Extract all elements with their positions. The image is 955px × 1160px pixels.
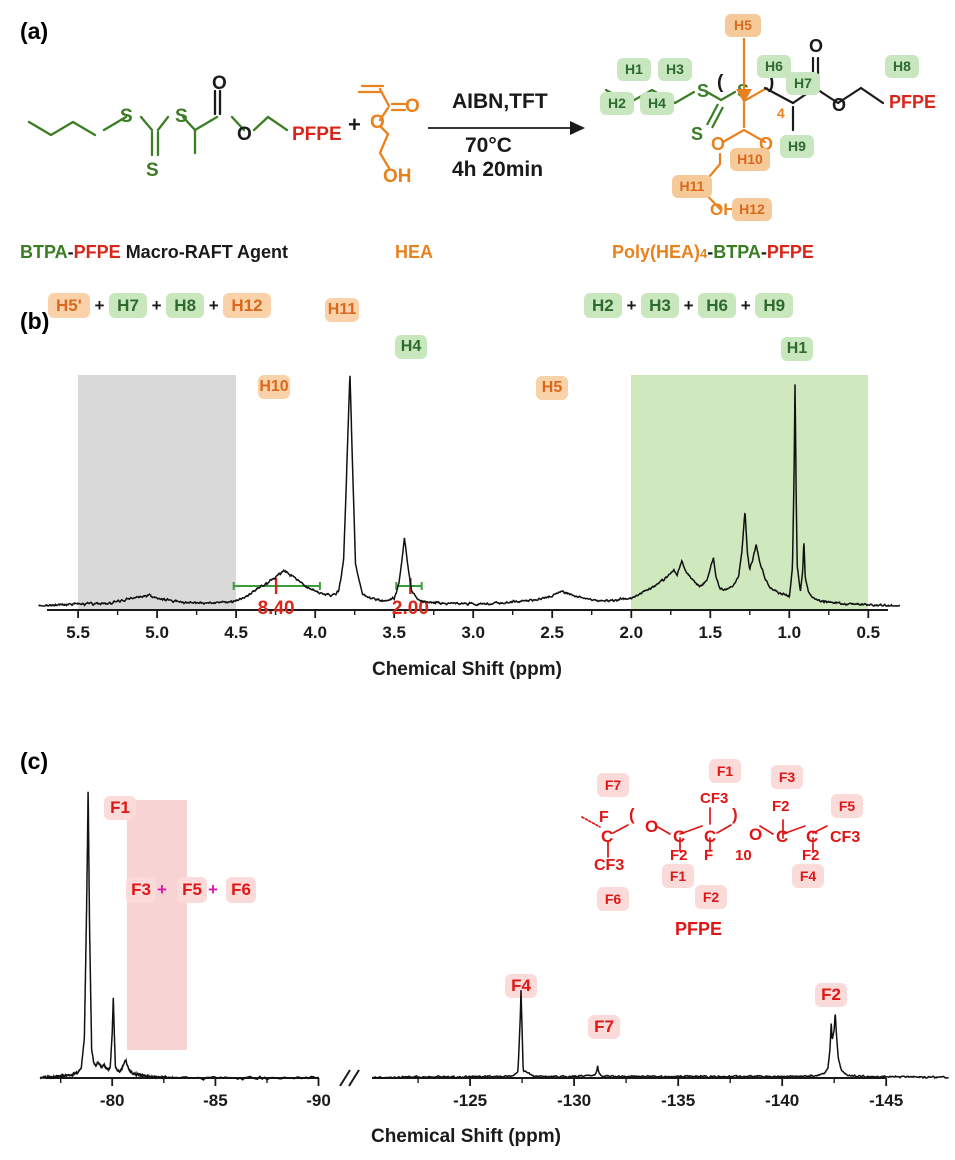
svg-text:-135: -135 xyxy=(661,1091,695,1110)
svg-text:0.5: 0.5 xyxy=(856,623,880,642)
svg-text:O: O xyxy=(405,96,420,117)
svg-text:3.5: 3.5 xyxy=(382,623,406,642)
svg-text:S: S xyxy=(691,124,703,144)
svg-text:4h 20min: 4h 20min xyxy=(452,158,543,181)
svg-text:5.0: 5.0 xyxy=(145,623,169,642)
svg-text:-140: -140 xyxy=(765,1091,799,1110)
svg-text:S: S xyxy=(120,106,133,127)
svg-text:4.0: 4.0 xyxy=(303,623,327,642)
svg-text:2.5: 2.5 xyxy=(540,623,564,642)
svg-text:O: O xyxy=(809,36,823,56)
svg-text:C: C xyxy=(601,827,613,846)
svg-text:C: C xyxy=(806,827,818,846)
svg-text:F2: F2 xyxy=(802,847,820,864)
svg-text:): ) xyxy=(732,805,738,824)
svg-text:C: C xyxy=(776,827,788,846)
svg-text:F2: F2 xyxy=(670,847,688,864)
svg-text:-130: -130 xyxy=(557,1091,591,1110)
svg-text:S: S xyxy=(175,106,188,127)
svg-text:1.0: 1.0 xyxy=(777,623,801,642)
svg-text:Chemical Shift (ppm): Chemical Shift (ppm) xyxy=(372,659,562,680)
svg-text:-90: -90 xyxy=(306,1091,331,1110)
svg-text:F: F xyxy=(599,809,609,826)
svg-text:O: O xyxy=(370,112,385,133)
svg-text:-125: -125 xyxy=(453,1091,487,1110)
svg-text:O: O xyxy=(237,124,252,145)
svg-text:O: O xyxy=(212,73,227,94)
svg-text:1.5: 1.5 xyxy=(698,623,722,642)
svg-text:F2: F2 xyxy=(772,798,790,815)
svg-text:CF3: CF3 xyxy=(594,857,624,874)
svg-text:O: O xyxy=(645,817,658,836)
svg-text:+: + xyxy=(348,112,361,137)
svg-text:C: C xyxy=(704,827,716,846)
svg-text:F: F xyxy=(704,847,713,864)
svg-text:PFPE: PFPE xyxy=(889,92,936,112)
svg-text:OH: OH xyxy=(383,166,412,187)
svg-text:O: O xyxy=(832,95,846,115)
svg-text:5.5: 5.5 xyxy=(66,623,90,642)
svg-text:PFPE: PFPE xyxy=(292,124,342,145)
svg-text:3.0: 3.0 xyxy=(461,623,485,642)
svg-text:O: O xyxy=(749,825,762,844)
svg-text:10: 10 xyxy=(735,847,752,864)
svg-text:S: S xyxy=(146,160,159,181)
svg-text:AIBN,TFT: AIBN,TFT xyxy=(452,90,548,113)
svg-text:C: C xyxy=(673,827,685,846)
svg-text:Chemical Shift (ppm): Chemical Shift (ppm) xyxy=(371,1126,561,1147)
svg-text:-80: -80 xyxy=(100,1091,125,1110)
svg-text:O: O xyxy=(711,134,725,154)
svg-text:(: ( xyxy=(629,805,635,824)
svg-text:4: 4 xyxy=(777,105,785,121)
svg-text:(: ( xyxy=(717,72,724,93)
svg-text:-145: -145 xyxy=(869,1091,903,1110)
svg-text:-85: -85 xyxy=(203,1091,228,1110)
svg-text:2.0: 2.0 xyxy=(619,623,643,642)
svg-text:70°C: 70°C xyxy=(465,134,512,157)
svg-text:CF3: CF3 xyxy=(700,790,728,807)
svg-text:S: S xyxy=(697,81,709,101)
svg-text:8.40: 8.40 xyxy=(258,598,295,619)
svg-text:4.5: 4.5 xyxy=(224,623,248,642)
svg-text:CF3: CF3 xyxy=(830,829,860,846)
